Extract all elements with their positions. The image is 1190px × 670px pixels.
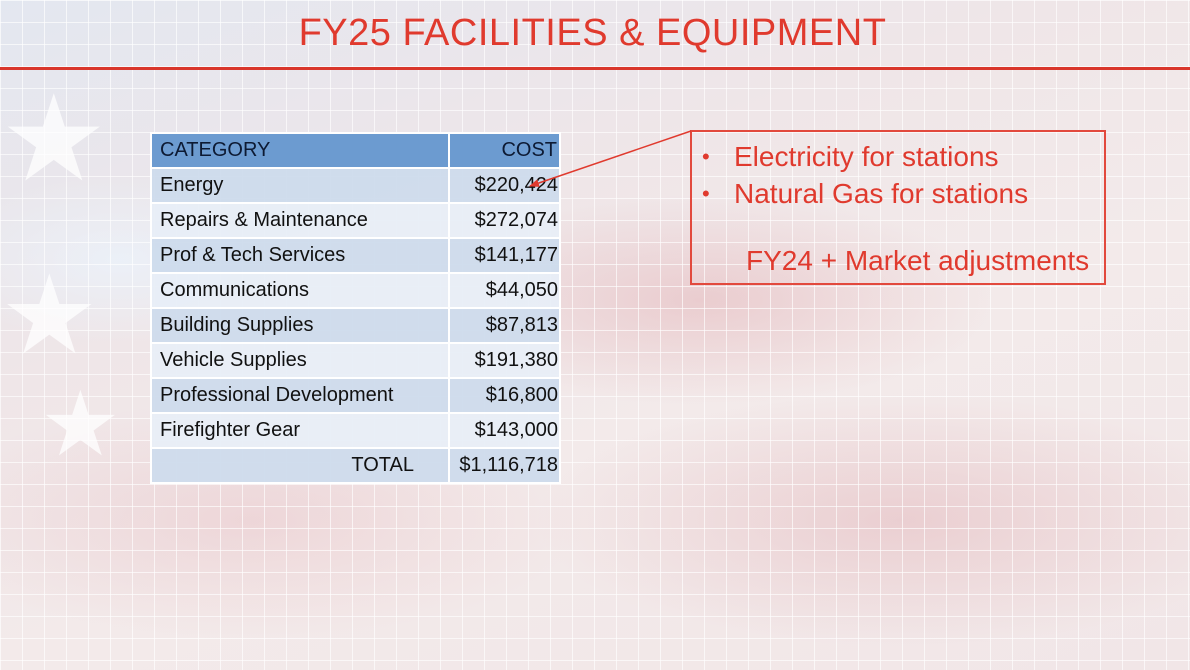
table-row: Firefighter Gear $143,000 xyxy=(150,412,561,449)
callout-bullet-list: • Electricity for stations • Natural Gas f… xyxy=(702,138,1028,212)
callout-bullet-text: Natural Gas for stations xyxy=(734,178,1029,209)
star-decoration-icon: ★ xyxy=(0,251,99,379)
category-cell: Building Supplies xyxy=(150,307,450,344)
table-row: Professional Development $16,800 xyxy=(150,377,561,414)
cost-cell: $87,813 xyxy=(448,307,561,344)
cost-cell: $143,000 xyxy=(448,412,561,449)
table-header-row: CATEGORY COST xyxy=(150,132,561,169)
bullet-icon: • xyxy=(702,144,710,169)
table-row: Communications $44,050 xyxy=(150,272,561,309)
table-row: Prof & Tech Services $141,177 xyxy=(150,237,561,274)
callout-bullet: • Electricity for stations xyxy=(702,138,1028,175)
total-label: TOTAL xyxy=(150,447,450,484)
total-row: TOTAL $1,116,718 xyxy=(150,447,561,484)
table-row: Building Supplies $87,813 xyxy=(150,307,561,344)
table-row: Repairs & Maintenance $272,074 xyxy=(150,202,561,239)
callout-note: FY24 + Market adjustments xyxy=(746,245,1090,276)
slide-title: FY25 FACILITIES & EQUIPMENT xyxy=(298,12,887,54)
category-cell: Vehicle Supplies xyxy=(150,342,450,379)
table-row: Vehicle Supplies $191,380 xyxy=(150,342,561,379)
title-divider xyxy=(0,67,1190,70)
category-cell: Prof & Tech Services xyxy=(150,237,450,274)
bullet-icon: • xyxy=(702,181,710,206)
cost-column-header: COST xyxy=(448,132,561,169)
energy-callout-box: • Electricity for stations • Natural Gas f… xyxy=(690,130,1106,285)
category-column-header: CATEGORY xyxy=(150,132,450,169)
star-decoration-icon: ★ xyxy=(40,372,121,477)
category-cell: Firefighter Gear xyxy=(150,412,450,449)
callout-bullet-text: Electricity for stations xyxy=(734,141,999,172)
cost-cell: $16,800 xyxy=(448,377,561,414)
cost-cell: $44,050 xyxy=(448,272,561,309)
cost-cell: $272,074 xyxy=(448,202,561,239)
cost-cell: $191,380 xyxy=(448,342,561,379)
cost-cell: $141,177 xyxy=(448,237,561,274)
table-row: Energy $220,424 xyxy=(150,167,561,204)
category-cell: Professional Development xyxy=(150,377,450,414)
cost-table: CATEGORY COST Energy $220,424 Repairs & … xyxy=(150,132,561,484)
callout-bullet: • Natural Gas for stations xyxy=(702,175,1028,212)
category-cell: Energy xyxy=(150,167,450,204)
category-cell: Repairs & Maintenance xyxy=(150,202,450,239)
star-decoration-icon: ★ xyxy=(0,70,108,209)
category-cell: Communications xyxy=(150,272,450,309)
total-cost-cell: $1,116,718 xyxy=(448,447,561,484)
